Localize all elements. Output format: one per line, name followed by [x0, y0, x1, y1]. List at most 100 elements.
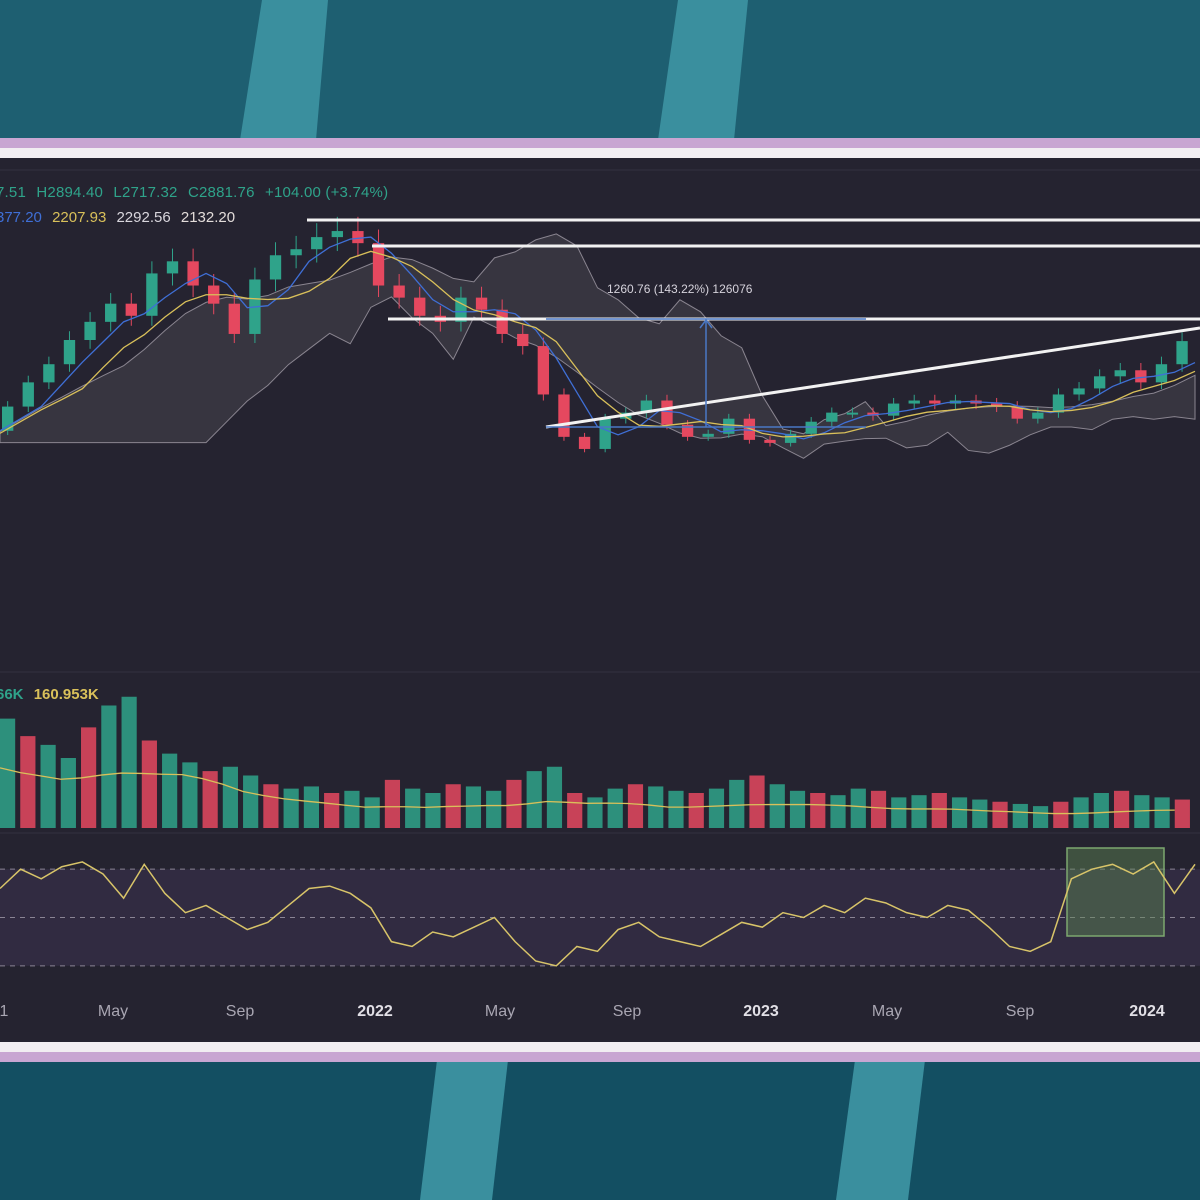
candle-body — [1032, 412, 1044, 419]
candle-body — [1155, 364, 1168, 383]
volume-bar — [1174, 799, 1190, 828]
volume-bar — [1032, 806, 1049, 828]
candle-body — [496, 309, 508, 334]
volume-bar — [0, 718, 16, 828]
candle-body — [702, 433, 714, 437]
ascending-trendline — [545, 326, 1200, 429]
volume-bar — [830, 795, 846, 828]
volume-bar — [1053, 801, 1069, 828]
rsi-line — [0, 860, 1196, 967]
candle-body — [414, 297, 426, 316]
candle-body — [105, 303, 117, 322]
candle-body — [393, 285, 405, 298]
candle-body — [475, 297, 488, 310]
volume-bar — [121, 696, 137, 828]
candle-body — [929, 400, 941, 404]
volume-bar — [81, 727, 97, 828]
measure-label: 1260.76 (143.22%) 126076 — [607, 282, 753, 296]
candle-body — [1093, 376, 1106, 389]
volume-bar — [972, 799, 988, 828]
volume-bar — [911, 795, 927, 828]
volume-bar — [222, 766, 238, 828]
volume-bar — [405, 788, 421, 828]
volume-bar — [526, 771, 542, 828]
x-tick-label: Sep — [612, 1003, 642, 1020]
volume-bar — [749, 775, 765, 828]
volume-bar — [101, 705, 117, 828]
x-tick-label: 2024 — [1129, 1003, 1165, 1020]
volume-bar — [769, 784, 785, 828]
candle-body — [1114, 370, 1126, 377]
volume-bar — [40, 744, 56, 828]
volume-bar — [648, 786, 664, 828]
volume-bar — [931, 793, 947, 828]
candle-body — [517, 333, 529, 347]
volume-bar — [182, 762, 198, 828]
candle-body — [1011, 406, 1023, 419]
volume-bar — [60, 758, 76, 828]
volume-bar — [729, 779, 745, 828]
measure-arrow-head — [699, 318, 713, 329]
volume-bar — [162, 753, 178, 828]
x-tick-label: Sep — [1005, 1003, 1035, 1020]
candle-body — [63, 340, 76, 365]
candle-body — [681, 424, 694, 437]
candle-body — [846, 412, 859, 415]
x-tick-label: May — [484, 1003, 516, 1020]
ichimoku-cloud — [0, 233, 1196, 459]
drawn-trendlines — [307, 218, 1200, 429]
rsi-pane — [0, 847, 1200, 967]
candle-body — [1176, 341, 1188, 365]
candle-body — [372, 243, 385, 286]
candle-body — [1073, 388, 1085, 395]
volume-bar — [141, 740, 157, 828]
volume-bar — [891, 797, 907, 828]
candle-body — [455, 297, 467, 322]
ma-value-4: 2132.20 — [180, 209, 236, 226]
volume-bar — [951, 797, 968, 828]
candle-body — [187, 261, 199, 286]
ma-value-2: 2207.93 — [52, 209, 107, 226]
volume-bar — [850, 788, 866, 828]
x-tick-label: 2023 — [743, 1003, 779, 1020]
volume-bars — [0, 696, 1190, 828]
volume-bar — [243, 775, 259, 828]
volume-bar — [263, 784, 279, 828]
candle-body — [908, 400, 920, 404]
volume-bar — [1134, 795, 1150, 828]
candle-body — [290, 249, 302, 256]
candle-body — [578, 436, 591, 449]
volume-bar — [789, 790, 806, 828]
ohlc-low: L2717.32 — [113, 184, 178, 201]
candle-body — [640, 400, 653, 413]
volume-bar — [486, 790, 502, 828]
volume-value: 66K — [0, 686, 24, 703]
ohlc-open: 7.51 — [0, 184, 26, 201]
volume-bar — [20, 736, 36, 828]
x-tick-label: Sep — [225, 1003, 255, 1020]
x-tick-label: May — [871, 1003, 903, 1020]
volume-bar — [506, 779, 522, 828]
volume-ma-line — [0, 767, 1175, 815]
volume-bar — [1154, 797, 1170, 828]
volume-bar — [992, 801, 1008, 828]
candle-body — [826, 412, 838, 422]
ohlc-high: H2894.40 — [36, 184, 104, 201]
candle-body — [990, 403, 1003, 407]
chart-grid — [0, 169, 1200, 834]
volume-bar — [810, 793, 826, 828]
volume-bar — [587, 797, 603, 828]
candle-body — [2, 406, 14, 431]
volume-bar — [708, 788, 725, 828]
volume-bar — [324, 793, 340, 828]
volume-bar — [384, 779, 401, 828]
volume-bar — [607, 788, 623, 828]
ma-value-3: 2292.56 — [116, 209, 171, 226]
candle-body — [867, 412, 879, 416]
ohlc-change: +104.00 (+3.74%) — [264, 184, 389, 201]
volume-bar — [668, 790, 684, 828]
candle-body — [784, 433, 797, 443]
candle-body — [22, 382, 34, 407]
volume-bar — [627, 784, 644, 828]
